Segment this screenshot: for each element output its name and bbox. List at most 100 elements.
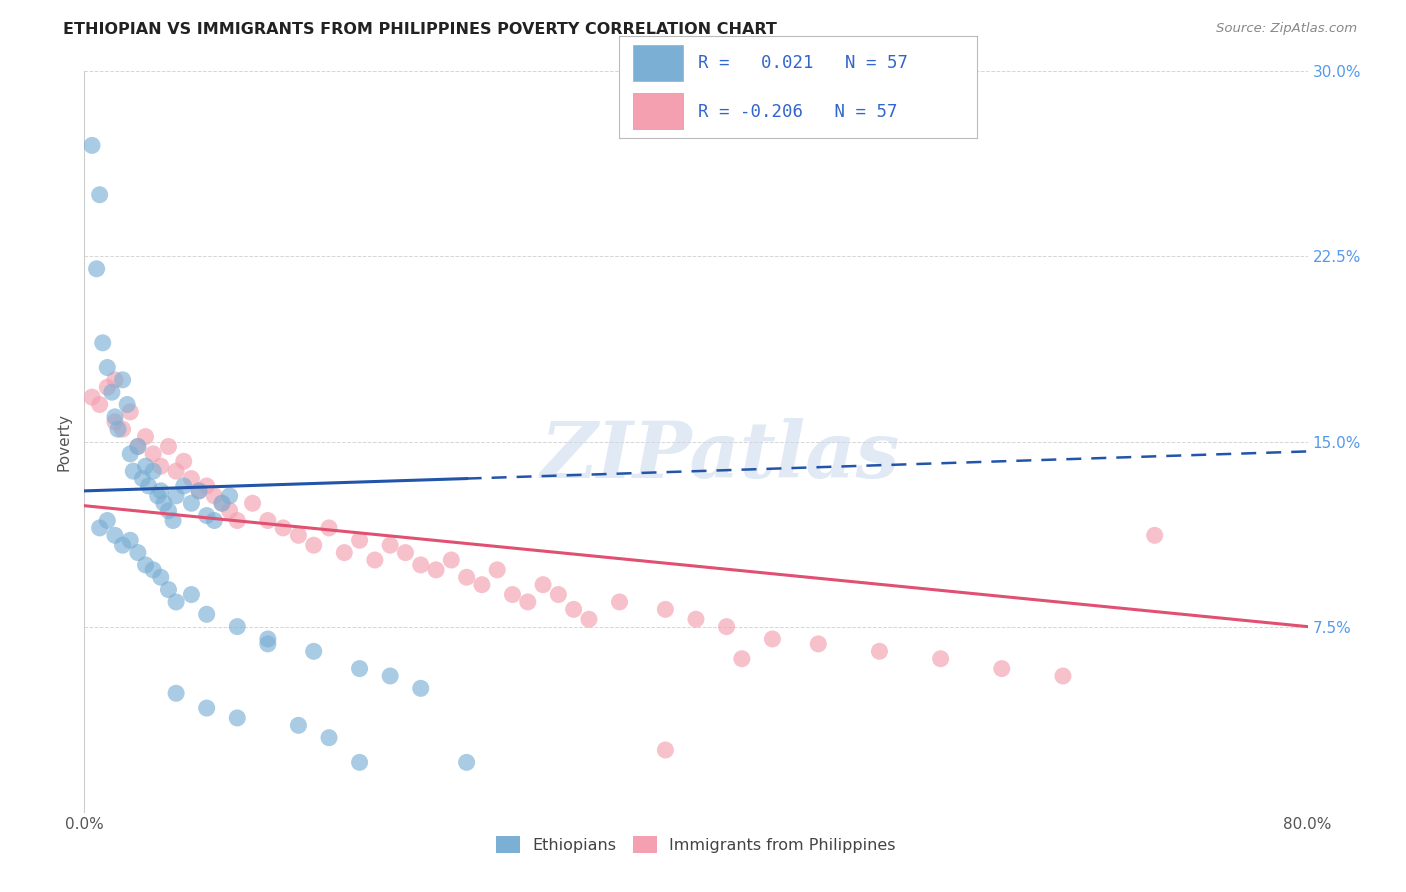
Text: R =   0.021   N = 57: R = 0.021 N = 57 [697,54,907,72]
Point [211,496,233,510]
Point [127,440,149,454]
Point [153,496,176,510]
Point [188,483,211,498]
Point [89,187,111,202]
Point [807,637,830,651]
Point [162,514,184,528]
Point [165,489,187,503]
Point [440,553,463,567]
Legend: Ethiopians, Immigrants from Philippines: Ethiopians, Immigrants from Philippines [489,830,903,859]
Point [287,718,309,732]
Point [257,514,280,528]
Point [242,496,264,510]
Point [157,440,180,454]
Point [302,538,325,552]
Point [135,558,157,572]
Point [80,390,103,404]
Point [104,415,127,429]
Point [138,479,160,493]
Point [195,607,218,622]
Point [89,398,111,412]
Point [91,335,114,350]
Point [111,538,134,552]
Point [929,651,952,665]
Point [349,756,371,770]
Y-axis label: Poverty: Poverty [56,412,72,471]
Point [211,496,233,510]
Point [364,553,387,567]
Point [180,588,202,602]
Point [531,577,554,591]
Point [409,558,432,572]
FancyBboxPatch shape [633,45,683,81]
Point [349,662,371,676]
Point [685,612,707,626]
Point [562,602,585,616]
Point [1052,669,1074,683]
Point [149,570,172,584]
Point [195,508,218,523]
Point [761,632,783,646]
Point [456,570,478,584]
Point [195,701,218,715]
Point [111,373,134,387]
Point [349,533,371,548]
Point [869,644,891,658]
Point [578,612,600,626]
Point [218,503,240,517]
Point [101,385,124,400]
Text: ETHIOPIAN VS IMMIGRANTS FROM PHILIPPINES POVERTY CORRELATION CHART: ETHIOPIAN VS IMMIGRANTS FROM PHILIPPINES… [63,22,778,37]
Point [135,429,157,443]
Point [202,489,225,503]
Point [716,619,738,633]
Point [157,582,180,597]
Point [165,464,187,478]
Point [165,595,187,609]
Point [80,138,103,153]
Point [104,409,127,424]
Point [425,563,447,577]
Point [86,261,108,276]
Point [257,637,280,651]
Point [271,521,294,535]
Point [502,588,524,602]
Point [115,398,138,412]
Point [333,546,356,560]
Point [120,405,142,419]
Point [127,546,149,560]
Point [195,479,218,493]
Point [104,528,127,542]
Point [180,496,202,510]
Point [654,602,676,616]
Point [142,563,165,577]
Point [456,756,478,770]
Point [226,619,249,633]
Point [131,471,153,485]
Point [120,447,142,461]
Text: Source: ZipAtlas.com: Source: ZipAtlas.com [1216,22,1357,36]
Point [409,681,432,696]
Point [142,447,165,461]
Point [122,464,145,478]
Point [380,669,402,683]
Point [96,360,118,375]
Point [149,459,172,474]
Point [104,373,127,387]
Point [173,454,195,468]
Point [302,644,325,658]
Text: R = -0.206   N = 57: R = -0.206 N = 57 [697,103,897,120]
Point [516,595,538,609]
Point [96,380,118,394]
Point [654,743,676,757]
Point [107,422,129,436]
Point [157,503,180,517]
Point [180,471,202,485]
Point [394,546,416,560]
Point [120,533,142,548]
Point [173,479,195,493]
Point [226,514,249,528]
Point [142,464,165,478]
Point [96,514,118,528]
Text: ZIPatlas: ZIPatlas [541,418,900,494]
Point [89,521,111,535]
